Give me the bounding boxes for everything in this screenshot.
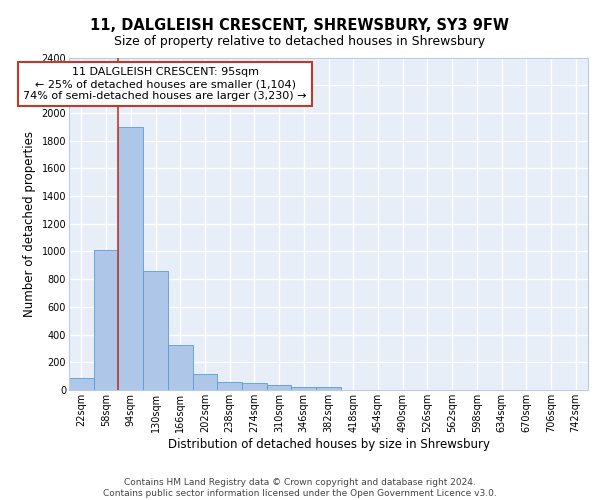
X-axis label: Distribution of detached houses by size in Shrewsbury: Distribution of detached houses by size …	[167, 438, 490, 450]
Bar	[143, 271, 168, 390]
Text: 11, DALGLEISH CRESCENT, SHREWSBURY, SY3 9FW: 11, DALGLEISH CRESCENT, SHREWSBURY, SY3 …	[91, 18, 509, 32]
Y-axis label: Number of detached properties: Number of detached properties	[23, 130, 36, 317]
Bar	[267, 385, 292, 390]
Text: Size of property relative to detached houses in Shrewsbury: Size of property relative to detached ho…	[115, 35, 485, 48]
Bar	[242, 383, 267, 390]
Bar	[118, 127, 143, 390]
Bar	[168, 345, 193, 390]
Text: Contains HM Land Registry data © Crown copyright and database right 2024.
Contai: Contains HM Land Registry data © Crown c…	[103, 478, 497, 498]
Bar	[94, 250, 118, 390]
Bar	[292, 386, 316, 390]
Text: 11 DALGLEISH CRESCENT: 95sqm
← 25% of detached houses are smaller (1,104)
74% of: 11 DALGLEISH CRESCENT: 95sqm ← 25% of de…	[23, 68, 307, 100]
Bar	[316, 386, 341, 390]
Bar	[217, 382, 242, 390]
Bar	[193, 374, 217, 390]
Bar	[69, 378, 94, 390]
